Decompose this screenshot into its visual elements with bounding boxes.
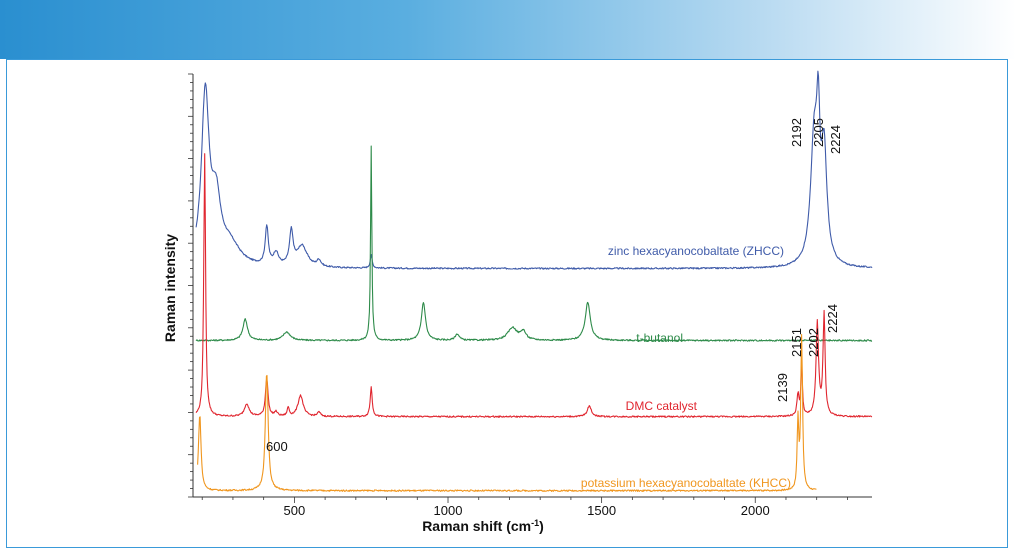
x-axis-label-end: )	[539, 518, 544, 534]
y-axis-label: Raman intensity	[162, 234, 178, 342]
series-label-khcc: potassium hexacyanocobaltate (KHCC)	[581, 476, 791, 490]
x-tick-label: 1000	[434, 503, 463, 518]
figure-frame	[6, 59, 1008, 548]
series-label-tbutanol: t-butanol	[636, 331, 683, 345]
annotation-khcc-600: 600	[266, 439, 288, 454]
series-line-zhcc	[195, 70, 873, 270]
x-axis-label-sup: -1	[531, 518, 539, 528]
annotation-dmc-2224: 2224	[825, 304, 840, 333]
annotation-dmc-2202: 2202	[806, 328, 821, 357]
annotation-zhcc-2192: 2192	[789, 118, 804, 147]
annotation-khcc-2139: 2139	[775, 373, 790, 402]
labels-layer: zinc hexacyanocobaltate (ZHCC) t-butanol…	[266, 118, 843, 490]
x-tick-label: 1500	[587, 503, 616, 518]
axes: 500 1000 1500 2000	[188, 73, 872, 518]
series-layer	[195, 70, 873, 492]
x-tick-label: 500	[284, 503, 306, 518]
annotation-zhcc-2224: 2224	[828, 125, 843, 154]
series-label-zhcc: zinc hexacyanocobaltate (ZHCC)	[608, 244, 784, 258]
series-label-dmc: DMC catalyst	[626, 399, 698, 413]
header-banner	[0, 0, 1016, 59]
x-axis-label-main: Raman shift (cm	[422, 518, 531, 534]
annotation-khcc-2151: 2151	[789, 328, 804, 357]
series-line-dmc	[195, 153, 873, 418]
axis-titles: Raman shift (cm-1) Raman intensity	[162, 234, 544, 534]
x-tick-label: 2000	[741, 503, 770, 518]
annotation-zhcc-2205: 2205	[811, 118, 826, 147]
series-line-khcc	[197, 333, 817, 492]
x-axis-label: Raman shift (cm-1)	[422, 518, 544, 534]
series-line-tbutanol	[195, 145, 873, 342]
